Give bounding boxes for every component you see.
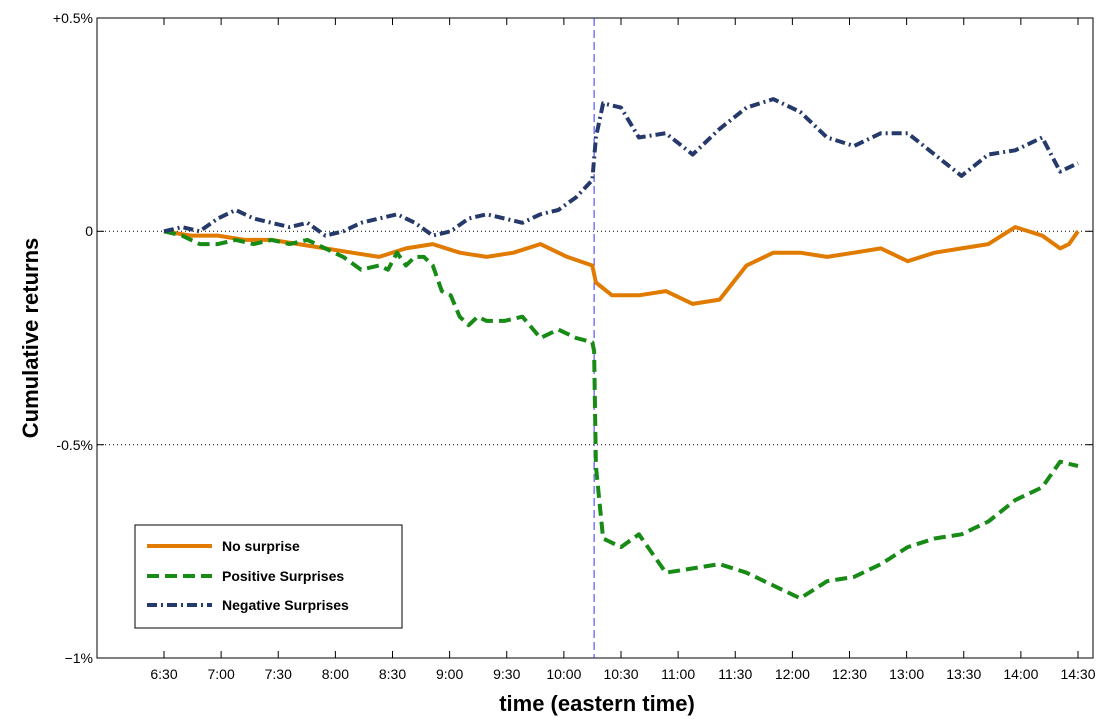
legend-label-positive: Positive Surprises bbox=[222, 568, 344, 584]
y-tick-label: 0 bbox=[85, 223, 93, 239]
x-tick-label: 10:00 bbox=[546, 666, 581, 682]
y-tick-label: −1% bbox=[65, 650, 93, 666]
x-tick-label: 9:00 bbox=[436, 666, 463, 682]
x-axis: 6:30 7:00 7:30 8:00 8:30 9:00 9:30 10:00 10:30 11… bbox=[150, 18, 1096, 682]
x-tick-label: 7:30 bbox=[265, 666, 292, 682]
x-tick-label: 12:00 bbox=[775, 666, 810, 682]
legend-label-negative: Negative Surprises bbox=[222, 597, 349, 613]
legend-label-no-surprise: No surprise bbox=[222, 538, 300, 554]
x-tick-label: 11:00 bbox=[661, 666, 695, 682]
x-tick-label: 11:30 bbox=[718, 666, 752, 682]
x-axis-title: time (eastern time) bbox=[499, 691, 695, 716]
y-axis: +0.5% 0 -0.5% −1% bbox=[53, 10, 1093, 666]
y-axis-title: Cumulative returns bbox=[18, 238, 43, 439]
series-layer bbox=[163, 97, 1080, 601]
series-positive-surprises bbox=[163, 229, 1079, 601]
y-tick-label: +0.5% bbox=[53, 10, 93, 26]
x-tick-label: 8:00 bbox=[322, 666, 349, 682]
series-negative-surprises bbox=[163, 97, 1079, 238]
x-tick-label: 13:00 bbox=[889, 666, 924, 682]
y-tick-label: -0.5% bbox=[56, 437, 93, 453]
x-tick-label: 14:30 bbox=[1060, 666, 1095, 682]
x-tick-label: 13:30 bbox=[946, 666, 981, 682]
x-tick-label: 9:30 bbox=[493, 666, 520, 682]
x-tick-label: 7:00 bbox=[208, 666, 235, 682]
x-tick-label: 6:30 bbox=[150, 666, 177, 682]
x-tick-label: 12:30 bbox=[832, 666, 867, 682]
legend-box bbox=[134, 524, 403, 629]
legend: No surprise Positive Surprises Negative … bbox=[134, 524, 403, 629]
x-tick-label: 10:30 bbox=[603, 666, 638, 682]
x-tick-label: 8:30 bbox=[379, 666, 406, 682]
x-tick-label: 14:00 bbox=[1003, 666, 1038, 682]
